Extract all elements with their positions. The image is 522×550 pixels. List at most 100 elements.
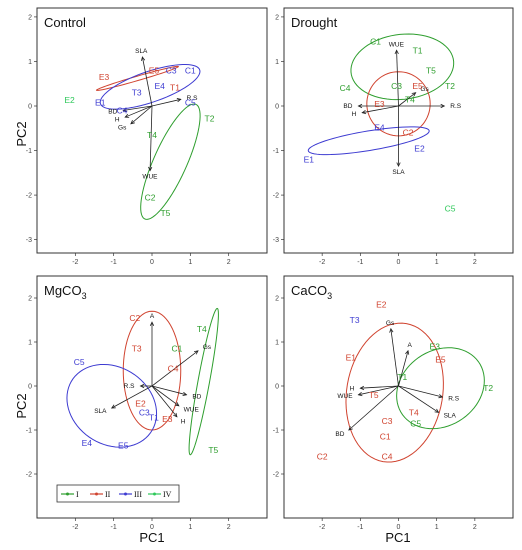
genotype-label: E5 — [435, 355, 446, 365]
x-tick-label: -1 — [357, 524, 363, 531]
confidence-ellipse-I — [396, 347, 485, 430]
loading-arrowhead — [405, 349, 410, 355]
loading-arrowhead — [182, 391, 188, 396]
genotype-label: T3 — [132, 344, 142, 354]
genotype-label: E4 — [82, 438, 93, 448]
loading-arrowhead — [396, 162, 401, 168]
loading-label: SLA — [392, 169, 405, 176]
loading-label: R.S — [124, 383, 136, 390]
confidence-ellipse-II — [95, 65, 179, 91]
genotype-label: C1 — [171, 344, 182, 354]
loading-arrowhead — [394, 49, 399, 55]
y-tick-label: -2 — [26, 193, 32, 200]
loading-vector — [151, 385, 187, 396]
genotype-label: C3 — [139, 407, 150, 417]
legend-marker — [153, 492, 156, 496]
genotype-label: E5 — [149, 65, 160, 75]
loading-label: Gs — [386, 320, 395, 327]
loading-arrowhead — [124, 113, 130, 118]
genotype-label: T1 — [170, 82, 180, 92]
loading-arrowhead — [440, 103, 446, 109]
loading-arrowhead — [141, 56, 146, 61]
y-tick-label: 0 — [28, 104, 32, 111]
genotype-label: E5 — [412, 81, 423, 91]
y-tick-label: 0 — [275, 384, 279, 391]
loading-arrowhead — [438, 394, 444, 399]
y-tick-label: -2 — [273, 193, 279, 200]
genotype-label: T1 — [397, 372, 407, 382]
genotype-label: E2 — [376, 300, 387, 310]
genotype-label: T3 — [132, 88, 142, 98]
loading-arrowhead — [411, 92, 417, 97]
loading-arrowhead — [122, 107, 128, 113]
y-tick-label: -1 — [26, 148, 32, 155]
loading-label: H — [115, 116, 120, 123]
genotype-label: C1 — [370, 36, 381, 46]
loading-label: Gs — [420, 86, 429, 93]
genotype-label: C2 — [317, 451, 328, 461]
x-tick-label: -1 — [111, 524, 117, 531]
legend-label: III — [134, 490, 142, 499]
loading-vector — [398, 385, 443, 398]
genotype-label: C3 — [391, 81, 402, 91]
genotype-label: E5 — [118, 440, 129, 450]
genotype-label: E3 — [374, 99, 385, 109]
x-tick-label: -2 — [319, 524, 325, 531]
y-tick-label: 1 — [275, 59, 279, 66]
genotype-label: T2 — [445, 81, 455, 91]
genotype-label: C4 — [168, 363, 179, 373]
legend-marker — [95, 492, 98, 496]
genotype-label: E2 — [135, 399, 146, 409]
genotype-label: T5 — [426, 65, 436, 75]
panel-2: -2 -1 0 1 2 -3 -2 -1 0 1 2 Drought WUE Gs R.S BDH SLA C1 C… — [273, 7, 514, 266]
panel-title: Drought — [291, 15, 338, 30]
x-tick-label: 2 — [227, 524, 231, 531]
y-tick-label: -1 — [273, 148, 279, 155]
y-axis-label-bottom: PC2 — [14, 393, 29, 418]
loading-arrowhead — [139, 383, 145, 389]
panel-title: MgCO3 — [44, 283, 87, 301]
genotype-label: C3 — [166, 65, 177, 75]
genotype-label: E4 — [374, 122, 385, 132]
confidence-ellipse-I — [140, 103, 201, 220]
loading-arrowhead — [357, 103, 363, 109]
loading-vector — [398, 385, 439, 413]
y-tick-label: -1 — [26, 428, 32, 435]
loading-label: WUE — [389, 41, 405, 48]
genotype-label: E1 — [304, 154, 315, 164]
loading-arrowhead — [173, 412, 178, 418]
loading-label: H — [181, 418, 186, 425]
genotype-label: T4 — [405, 94, 415, 104]
y-tick-label: 2 — [275, 14, 279, 21]
genotype-label: E2 — [64, 95, 75, 105]
genotype-label: T2 — [205, 113, 215, 123]
loading-label: Gs — [118, 125, 127, 132]
loading-vector — [151, 385, 180, 407]
genotype-label: E2 — [414, 143, 425, 153]
loading-label: BD — [343, 103, 352, 110]
legend-box — [56, 484, 180, 503]
loading-vector — [111, 385, 153, 409]
y-tick-label: -2 — [26, 472, 32, 479]
loading-label: WUE — [142, 174, 158, 181]
y-tick-label: 1 — [28, 340, 32, 347]
loading-label: SLA — [444, 413, 457, 420]
loading-vector — [151, 350, 199, 387]
loading-vector — [149, 105, 153, 171]
genotype-label: T5 — [160, 208, 170, 218]
genotype-label: E3 — [430, 341, 441, 351]
loading-arrowhead — [174, 402, 180, 407]
confidence-ellipse-III — [99, 64, 201, 110]
panel-title: CaCO3 — [291, 283, 332, 301]
x-tick-label: 2 — [473, 259, 477, 266]
y-tick-label: -2 — [273, 472, 279, 479]
loading-vector — [151, 98, 181, 107]
y-tick-label: -1 — [273, 428, 279, 435]
x-tick-label: 1 — [188, 524, 192, 531]
genotype-label: C5 — [410, 418, 421, 428]
y-tick-label: -3 — [26, 237, 32, 244]
genotype-label: T4 — [409, 407, 419, 417]
y-tick-label: 2 — [28, 14, 32, 21]
x-tick-label: 0 — [150, 524, 154, 531]
